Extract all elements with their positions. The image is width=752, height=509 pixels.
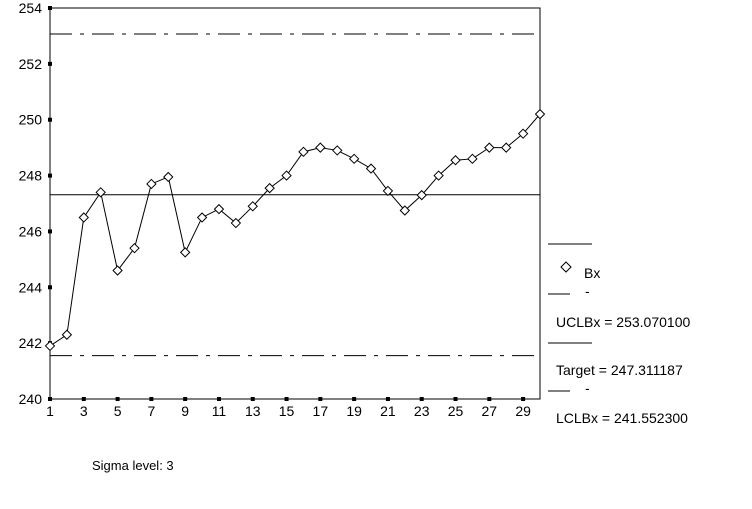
- legend: Bx - UCLBx = 253.070100 Target = 247.311…: [548, 243, 690, 426]
- plot-frame: [49, 7, 541, 400]
- y-tick-label: 246: [19, 223, 43, 239]
- legend-lcl-dash: -: [585, 380, 590, 396]
- y-tick-label: 250: [19, 112, 43, 128]
- x-tick-mark: [453, 397, 458, 401]
- x-tick-label: 9: [181, 403, 189, 419]
- x-tick-label: 3: [80, 403, 88, 419]
- data-point-bx: [129, 242, 140, 254]
- y-tick-mark: [48, 117, 52, 122]
- data-point-bx: [95, 187, 106, 198]
- x-tick-mark: [81, 397, 86, 401]
- data-point-bx: [399, 205, 411, 216]
- x-tick-mark: [521, 397, 526, 401]
- x-tick-mark: [216, 397, 221, 401]
- data-point-bx: [264, 182, 275, 194]
- y-tick-label: 240: [19, 391, 43, 407]
- data-point-bx: [484, 142, 495, 153]
- x-tick-mark: [318, 397, 323, 401]
- data-point-bx: [163, 171, 174, 183]
- legend-lcl-label: LCLBx = 241.552300: [556, 410, 688, 426]
- x-tick-label: 11: [212, 403, 227, 419]
- x-tick-mark: [284, 397, 289, 401]
- data-point-bx: [78, 212, 90, 223]
- x-tick-mark: [48, 397, 52, 401]
- legend-target-label: Target = 247.311187: [556, 362, 683, 378]
- x-tick-mark: [115, 397, 120, 401]
- data-point-bx: [281, 170, 292, 181]
- data-point-bx: [332, 145, 343, 156]
- data-point-bx: [61, 329, 73, 340]
- x-tick-label: 5: [114, 403, 122, 419]
- x-tick-mark: [419, 397, 424, 401]
- y-tick-label: 244: [19, 279, 43, 295]
- y-tick-label: 254: [19, 0, 43, 16]
- data-point-bx: [467, 153, 478, 165]
- x-tick-mark: [487, 397, 492, 401]
- data-point-bx: [534, 108, 546, 120]
- x-tick-label: 19: [346, 403, 362, 419]
- x-tick-label: 13: [245, 403, 261, 419]
- data-point-bx: [365, 163, 377, 174]
- data-point-bx: [315, 142, 326, 153]
- x-tick-mark: [149, 397, 154, 401]
- data-point-bx: [450, 155, 461, 166]
- x-tick-label: 15: [279, 403, 295, 419]
- x-tick-label: 1: [46, 403, 54, 419]
- x-tick-mark: [385, 397, 390, 401]
- data-point-bx: [230, 217, 242, 229]
- x-tick-label: 29: [515, 403, 531, 419]
- sigma-level-note: Sigma level: 3: [92, 458, 174, 473]
- x-tick-mark: [352, 397, 357, 401]
- y-tick-mark: [48, 6, 52, 10]
- x-tick-label: 27: [482, 403, 498, 419]
- y-tick-mark: [48, 285, 52, 290]
- legend-ucl-label: UCLBx = 253.070100: [556, 314, 690, 330]
- y-tick-label: 248: [19, 168, 43, 184]
- y-tick-label: 242: [19, 335, 43, 351]
- legend-bx-label: Bx: [584, 265, 600, 281]
- x-tick-label: 25: [448, 403, 464, 419]
- data-point-bx: [196, 212, 208, 223]
- series-line-bx: [49, 113, 541, 347]
- data-point-bx: [247, 201, 258, 212]
- data-point-bx: [44, 340, 56, 352]
- legend-bx-marker: [560, 261, 572, 273]
- x-tick-label: 21: [380, 403, 396, 419]
- data-point-bx: [213, 203, 225, 215]
- x-tick-mark: [183, 397, 188, 401]
- data-point-bx: [500, 142, 512, 153]
- x-tick-mark: [250, 397, 255, 401]
- y-tick-label: 252: [19, 56, 43, 72]
- data-point-bx: [179, 247, 191, 258]
- x-tick-label: 23: [414, 403, 430, 419]
- y-tick-mark: [48, 229, 52, 234]
- data-point-bx: [112, 265, 123, 276]
- data-point-bx: [517, 128, 529, 139]
- data-point-bx: [416, 189, 427, 201]
- data-point-bx: [146, 178, 157, 190]
- y-tick-mark: [48, 173, 52, 178]
- data-point-bx: [298, 146, 309, 158]
- x-tick-label: 7: [147, 403, 155, 419]
- data-point-bx: [382, 185, 394, 197]
- data-point-bx: [433, 170, 444, 181]
- y-tick-mark: [48, 61, 52, 66]
- data-point-bx: [348, 153, 360, 165]
- x-tick-label: 17: [313, 403, 329, 419]
- legend-ucl-dash: -: [585, 283, 590, 299]
